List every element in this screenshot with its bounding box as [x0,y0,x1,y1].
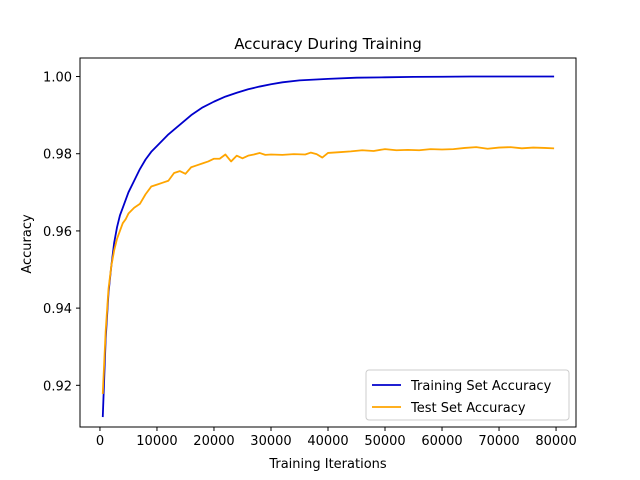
x-tick-label: 80000 [535,434,576,449]
x-tick-label: 70000 [478,434,519,449]
legend-frame [365,369,570,421]
x-tick-label: 10000 [136,434,177,449]
series-line-1 [101,146,555,394]
series-line-0 [101,75,555,418]
x-axis-title: Training Iterations [268,457,387,472]
y-axis-title: Accuracy [20,214,35,274]
x-tick-label: 30000 [250,434,291,449]
x-tick-label: 0 [96,434,104,449]
legend: Training Set Accuracy Test Set Accuracy [365,369,570,421]
x-tick-label: 40000 [307,434,348,449]
y-tick-label: 1.00 [43,71,72,86]
plot-area [101,75,555,418]
legend-label-training: Training Set Accuracy [410,379,552,394]
legend-label-test: Test Set Accuracy [410,401,526,416]
y-tick-label: 0.96 [43,225,72,240]
chart-title: Accuracy During Training [234,35,422,53]
x-tick-label: 60000 [421,434,462,449]
y-tick-label: 0.98 [43,148,72,163]
axes: 0 10000 20000 30000 40000 50000 60000 70000 8000… [43,57,577,449]
y-tick-label: 0.92 [43,379,72,394]
x-tick-label: 20000 [193,434,234,449]
x-tick-label: 50000 [364,434,405,449]
y-tick-label: 0.94 [43,302,72,317]
